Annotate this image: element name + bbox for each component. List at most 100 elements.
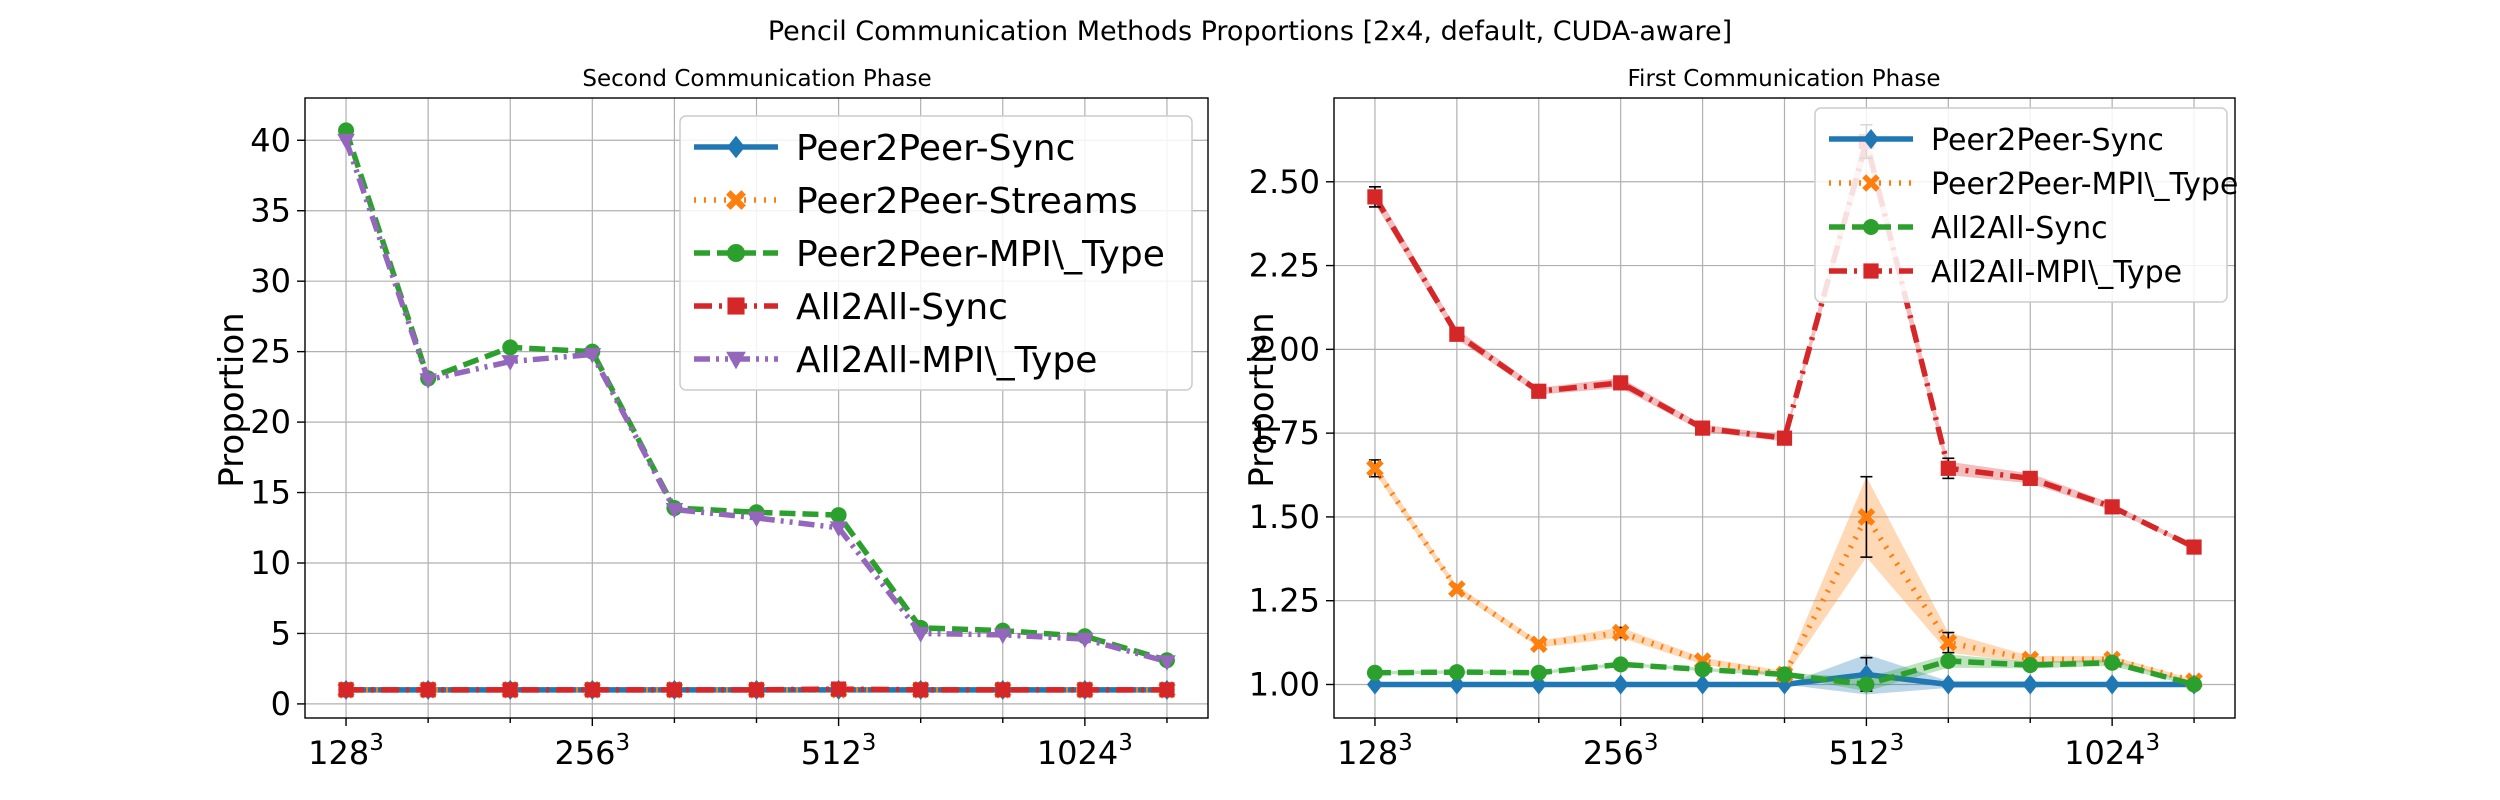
data-point bbox=[502, 339, 519, 356]
y-tick-label: 1.00 bbox=[1249, 665, 1320, 703]
legend-marker bbox=[1863, 219, 1879, 235]
series-all2all-sync bbox=[1366, 653, 2203, 693]
y-axis-label: Proportion bbox=[212, 312, 252, 487]
data-point bbox=[913, 682, 929, 698]
legend-label: Peer2Peer-Sync bbox=[1931, 123, 2164, 158]
data-point bbox=[1940, 653, 1957, 670]
y-tick-label: 1.25 bbox=[1249, 582, 1320, 620]
legend-label: All2All-MPI\_Type bbox=[796, 340, 1097, 381]
x-tick-label: 1283 bbox=[1337, 730, 1413, 772]
legend-label: All2All-MPI\_Type bbox=[1931, 255, 2182, 290]
grid bbox=[1334, 98, 2235, 718]
chart-second-communication-phase: Second Communication Phase Proportion 0 5… bbox=[212, 66, 1209, 772]
x-tick-label: 2563 bbox=[554, 730, 630, 772]
data-point bbox=[665, 503, 684, 519]
x-tick-label: 10243 bbox=[1037, 730, 1133, 772]
data-point bbox=[1613, 375, 1629, 391]
y-tick-label: 15 bbox=[250, 474, 291, 512]
y-tick-label: 2.25 bbox=[1249, 247, 1320, 285]
data-point bbox=[1939, 633, 1958, 652]
y-tick-label: 1.50 bbox=[1249, 498, 1320, 536]
legend-marker bbox=[727, 297, 745, 315]
data-point bbox=[993, 628, 1012, 645]
data-point bbox=[1529, 635, 1548, 654]
data-point bbox=[1531, 383, 1547, 399]
data-point bbox=[830, 681, 847, 697]
data-point bbox=[830, 507, 847, 524]
legend-label: Peer2Peer-MPI\_Type bbox=[796, 234, 1165, 275]
data-point bbox=[829, 521, 848, 537]
x-tick-label: 5123 bbox=[1829, 730, 1905, 772]
data-point bbox=[501, 355, 520, 371]
data-point bbox=[1776, 666, 1793, 683]
data-point bbox=[2022, 470, 2038, 486]
data-point bbox=[1694, 661, 1711, 678]
data-point bbox=[1776, 430, 1793, 446]
y-tick-label: 0 bbox=[271, 685, 291, 723]
data-point bbox=[419, 373, 437, 390]
data-point bbox=[911, 627, 930, 643]
data-point bbox=[1449, 326, 1465, 342]
y-tick-label: 30 bbox=[250, 262, 291, 300]
legend-box bbox=[679, 115, 1193, 391]
axes-frame bbox=[304, 97, 1209, 719]
legend-marker bbox=[1863, 129, 1879, 149]
y-tick-label: 35 bbox=[250, 192, 291, 230]
data-point bbox=[1159, 682, 1175, 698]
y-tick-label: 20 bbox=[250, 403, 291, 441]
y-tick-label: 40 bbox=[250, 121, 291, 159]
legend-marker bbox=[1862, 174, 1880, 192]
y-tick-label: 2.50 bbox=[1249, 163, 1320, 201]
series-all2all-mpi-type bbox=[337, 133, 1176, 671]
y-tick-label: 5 bbox=[271, 614, 291, 652]
axes-frame bbox=[1333, 97, 2236, 719]
chart-title: First Communication Phase bbox=[1628, 66, 1941, 92]
legend: Peer2Peer-Sync Peer2Peer-MPI\_Type All2All… bbox=[1814, 107, 2238, 303]
legend-marker bbox=[726, 351, 746, 370]
legend-item: Peer2Peer-MPI\_Type bbox=[694, 234, 1165, 275]
legend-label: Peer2Peer-MPI\_Type bbox=[1931, 167, 2238, 202]
data-point bbox=[1367, 189, 1383, 205]
data-point bbox=[2186, 539, 2202, 555]
legend-label: Peer2Peer-Streams bbox=[796, 181, 1138, 222]
data-point bbox=[1694, 674, 1711, 695]
data-point bbox=[1076, 632, 1094, 649]
data-point bbox=[2104, 654, 2121, 671]
data-point bbox=[666, 682, 683, 698]
data-point bbox=[1530, 664, 1547, 681]
y-tick-label: 1.75 bbox=[1249, 414, 1320, 452]
series-line bbox=[1372, 138, 2196, 550]
legend-marker bbox=[726, 190, 746, 210]
data-point bbox=[1366, 459, 1384, 478]
x-tick-label: 2563 bbox=[1583, 730, 1659, 772]
data-point bbox=[584, 682, 600, 698]
data-point bbox=[1448, 674, 1465, 695]
chart-title: Second Communication Phase bbox=[582, 66, 931, 92]
legend-label: Peer2Peer-Sync bbox=[796, 128, 1075, 169]
legend: Peer2Peer-Sync Peer2Peer-Streams Peer2Peer… bbox=[679, 115, 1193, 391]
legend-box bbox=[1814, 107, 2228, 303]
data-point bbox=[1611, 623, 1630, 642]
data-point bbox=[747, 511, 766, 528]
x-tick-label: 1283 bbox=[308, 730, 384, 772]
series-line bbox=[343, 139, 1168, 665]
data-point bbox=[995, 682, 1011, 698]
y-tick-label: 25 bbox=[250, 333, 291, 371]
data-point bbox=[1366, 664, 1383, 681]
data-point bbox=[2186, 676, 2203, 693]
data-point bbox=[1612, 674, 1629, 695]
legend-label: All2All-Sync bbox=[1931, 211, 2108, 246]
legend-item: All2All-MPI\_Type bbox=[694, 340, 1097, 381]
data-point bbox=[338, 682, 354, 698]
data-point bbox=[1158, 655, 1176, 671]
data-point bbox=[1940, 674, 1957, 695]
y-tick-label: 10 bbox=[250, 544, 291, 582]
data-point bbox=[1857, 508, 1876, 526]
data-point bbox=[337, 133, 355, 150]
data-point bbox=[1612, 656, 1629, 673]
data-point bbox=[2104, 674, 2121, 695]
x-tick-label: 10243 bbox=[2064, 730, 2160, 772]
legend-item: All2All-Sync bbox=[1829, 211, 2108, 246]
series-line bbox=[1372, 466, 2195, 684]
